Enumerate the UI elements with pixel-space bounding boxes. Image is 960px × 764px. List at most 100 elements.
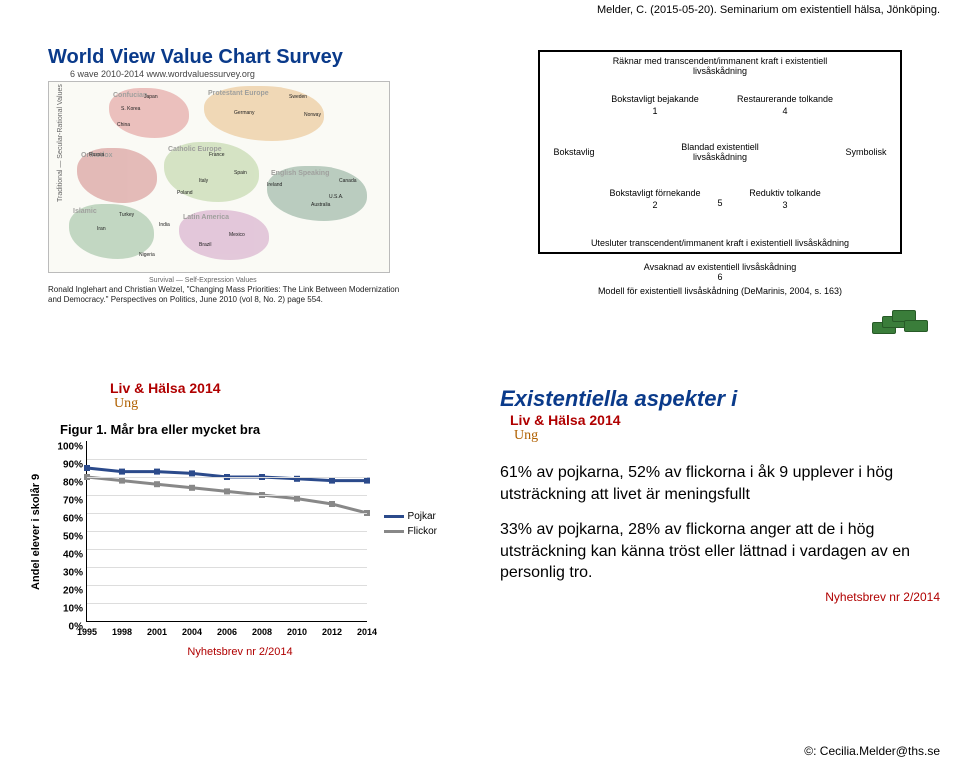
cell-num: 2 <box>590 200 720 210</box>
model-caption: Modell för existentiell livsåskådning (D… <box>500 286 940 296</box>
model-cell-5: 5 <box>717 198 722 208</box>
series-marker <box>154 481 160 487</box>
country-label: Norway <box>304 112 321 118</box>
y-tick: 90% <box>51 460 83 471</box>
q1-y-axis-label: Traditional — Secular-Rational Values <box>57 84 64 202</box>
model-top-label: Räknar med transcendent/immanent kraft i… <box>590 56 850 76</box>
y-tick: 10% <box>51 604 83 615</box>
series-marker <box>329 478 335 484</box>
x-tick: 1998 <box>112 627 132 637</box>
country-label: Japan <box>144 94 158 100</box>
model-center-label: Blandad existentiell livsåskådning <box>680 142 760 162</box>
q3-source: Nyhetsbrev nr 2/2014 <box>20 646 460 658</box>
x-tick: 2001 <box>147 627 167 637</box>
page-footer: ©: Cecilia.Melder@ths.se <box>804 744 940 758</box>
y-tick: 20% <box>51 586 83 597</box>
culture-blob: Islamic <box>69 204 154 259</box>
q3-brand-sub: Ung <box>114 396 138 411</box>
country-label: Australia <box>311 202 330 208</box>
series-marker <box>294 496 300 502</box>
culture-map: Traditional — Secular-Rational Values Su… <box>48 81 390 273</box>
country-label: France <box>209 152 225 158</box>
cell-num: 1 <box>590 106 720 116</box>
country-label: Brazil <box>199 242 212 248</box>
q1-credit: Ronald Inglehart and Christian Welzel, "… <box>48 285 408 306</box>
panel-world-view-chart: World View Value Chart Survey 6 wave 201… <box>20 40 460 340</box>
country-label: Canada <box>339 178 357 184</box>
model-box: Räknar med transcendent/immanent kraft i… <box>538 50 902 254</box>
q3-y-axis-label: Andel elever i skolår 9 <box>30 441 42 622</box>
cell-label: Bokstavligt förnekande <box>609 188 700 198</box>
x-tick: 2014 <box>357 627 377 637</box>
country-label: Poland <box>177 190 193 196</box>
series-marker <box>329 501 335 507</box>
y-tick: 100% <box>51 442 83 453</box>
country-label: Italy <box>199 178 208 184</box>
country-label: Mexico <box>229 232 245 238</box>
culture-blob: English Speaking <box>267 166 367 221</box>
cell-num: 4 <box>720 106 850 116</box>
y-tick: 70% <box>51 496 83 507</box>
grid-line <box>87 531 367 532</box>
page-header: Melder, C. (2015-05-20). Seminarium om e… <box>597 4 940 16</box>
grid-line <box>87 567 367 568</box>
country-label: Russia <box>89 152 104 158</box>
x-tick: 2004 <box>182 627 202 637</box>
legend-item: Pojkar <box>384 511 437 522</box>
x-tick: 2012 <box>322 627 342 637</box>
money-stack-icon <box>872 306 932 336</box>
cell-label: Bokstavligt bejakande <box>611 94 699 104</box>
legend-swatch <box>384 515 404 518</box>
cell-num: 3 <box>720 200 850 210</box>
grid-line <box>87 495 367 496</box>
series-marker <box>189 470 195 476</box>
panel-existential-aspects: Existentiella aspekter i Liv & Hälsa 201… <box>500 380 940 700</box>
y-tick: 60% <box>51 514 83 525</box>
q1-subtitle: 6 wave 2010-2014 www.wordvaluessurvey.or… <box>70 69 460 79</box>
q4-brand: Liv & Hälsa 2014 <box>510 412 621 428</box>
q4-brand-sub: Ung <box>514 428 538 443</box>
y-tick: 80% <box>51 478 83 489</box>
grid-line <box>87 585 367 586</box>
series-marker <box>119 478 125 484</box>
x-tick: 2010 <box>287 627 307 637</box>
country-label: Ireland <box>267 182 282 188</box>
model-cell-3: Reduktiv tolkande 3 <box>720 188 850 210</box>
q1-title: World View Value Chart Survey <box>48 46 460 69</box>
country-label: China <box>117 122 130 128</box>
model-right-label: Symbolisk <box>836 147 896 157</box>
q4-body: 61% av pojkarna, 52% av flickorna i åk 9… <box>500 462 940 584</box>
model-cell-4: Restaurerande tolkande 4 <box>720 94 850 116</box>
panel-line-chart: Liv & Hälsa 2014 Ung Figur 1. Mår bra el… <box>20 380 460 700</box>
model-cell-2: Bokstavligt förnekande 2 <box>590 188 720 210</box>
model-below-label: Avsaknad av existentiell livsåskådning 6 <box>500 262 940 282</box>
model-left-label: Bokstavlig <box>544 147 604 157</box>
legend-label: Pojkar <box>408 511 436 522</box>
country-label: Iran <box>97 226 106 232</box>
x-tick: 1995 <box>77 627 97 637</box>
culture-blob: Latin America <box>179 210 269 260</box>
q3-brand: Liv & Hälsa 2014 <box>110 380 221 396</box>
country-label: S. Korea <box>121 106 140 112</box>
country-label: Turkey <box>119 212 134 218</box>
legend-item: Flickor <box>384 526 437 537</box>
grid-line <box>87 549 367 550</box>
country-label: Nigeria <box>139 252 155 258</box>
series-marker <box>364 478 370 484</box>
grid-line <box>87 513 367 514</box>
x-tick: 2008 <box>252 627 272 637</box>
legend-swatch <box>384 530 404 533</box>
q4-title: Existentiella aspekter i <box>500 386 940 412</box>
q4-paragraph: 33% av pojkarna, 28% av flickorna anger … <box>500 519 940 584</box>
y-tick: 30% <box>51 568 83 579</box>
grid-line <box>87 459 367 460</box>
country-label: Sweden <box>289 94 307 100</box>
grid-line <box>87 477 367 478</box>
q1-x-axis-label: Survival — Self-Expression Values <box>149 277 257 284</box>
x-tick: 2006 <box>217 627 237 637</box>
series-marker <box>154 469 160 475</box>
q3-figure-title: Figur 1. Mår bra eller mycket bra <box>60 422 460 437</box>
chart-legend: Pojkar Flickor <box>384 511 437 541</box>
series-marker <box>84 465 90 471</box>
line-chart: PojkarFlickor 0%10%20%30%40%50%60%70%80%… <box>86 441 367 622</box>
